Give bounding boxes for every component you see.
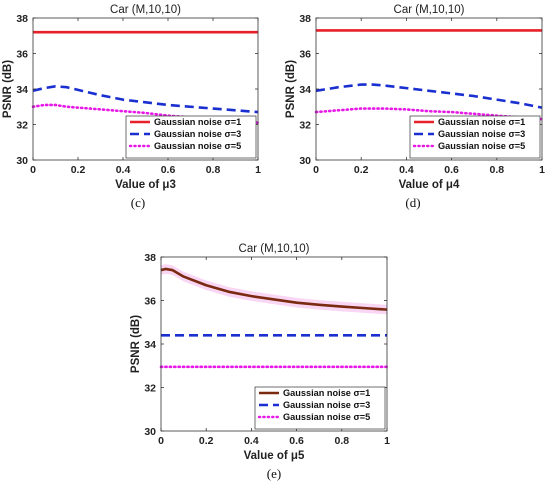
- x-tick-label: 0.2: [354, 164, 369, 176]
- panel-caption-e: (e): [266, 466, 282, 481]
- series-band: [161, 264, 387, 315]
- x-tick-label: 0.6: [444, 164, 459, 176]
- x-axis-label: Value of μ3: [115, 179, 176, 191]
- legend: Gaussian noise σ=1 Gaussian noise σ=3 Gaus…: [125, 115, 257, 159]
- series-line-2: [315, 83, 543, 109]
- y-tick-label: 36: [16, 49, 28, 61]
- y-tick-label: 38: [16, 13, 28, 25]
- y-tick-label: 30: [299, 155, 311, 167]
- legend-label: Gaussian noise σ=1: [438, 117, 525, 127]
- x-axis-label: Value of μ5: [244, 450, 305, 462]
- x-tick-label: 0.8: [489, 164, 504, 176]
- x-tick-label: 0.8: [206, 164, 221, 176]
- x-tick-label: 0.2: [71, 164, 86, 176]
- x-tick-label: 0.4: [244, 435, 259, 447]
- x-axis-label: Value of μ4: [399, 179, 460, 191]
- series-line-2: [32, 85, 259, 114]
- y-axis-label: PSNR (dB): [130, 315, 142, 373]
- y-tick-label: 34: [299, 84, 311, 96]
- legend-label: Gaussian noise σ=3: [154, 129, 241, 139]
- chart-panel-c: 0 0.2 0.4 0.6 0.8 1 30 32 34 36 38 Car (M,10,10) Val…: [2, 4, 261, 191]
- y-tick-label: 34: [144, 339, 156, 351]
- x-tick-label: 0: [313, 164, 319, 176]
- y-tick-label: 36: [144, 296, 156, 308]
- chart-panel-d: 0 0.2 0.4 0.6 0.8 1 30 32 34 36 38 Car (M,10,10) Val…: [285, 4, 545, 191]
- y-tick-label: 38: [299, 13, 311, 25]
- x-tick-label: 0.2: [199, 435, 214, 447]
- y-tick-label: 30: [16, 155, 28, 167]
- x-tick-label: 0.6: [289, 435, 304, 447]
- chart-title: Car (M,10,10): [394, 4, 465, 16]
- legend-label: Gaussian noise σ=1: [283, 388, 370, 398]
- x-tick-label: 0.6: [161, 164, 176, 176]
- legend-label: Gaussian noise σ=3: [283, 400, 370, 410]
- y-tick-label: 32: [144, 383, 156, 395]
- x-tick-label: 0.4: [116, 164, 131, 176]
- legend-label: Gaussian noise σ=3: [438, 129, 525, 139]
- legend-label: Gaussian noise σ=5: [438, 141, 525, 151]
- x-tick-label: 1: [539, 164, 545, 176]
- x-tick-label: 0.4: [399, 164, 414, 176]
- panel-caption-d: (d): [405, 195, 421, 210]
- legend-label: Gaussian noise σ=5: [283, 412, 370, 422]
- legend: Gaussian noise σ=1 Gaussian noise σ=3 Gaus…: [409, 115, 541, 159]
- y-tick-label: 36: [299, 49, 311, 61]
- y-tick-label: 38: [144, 252, 156, 264]
- panel-caption-c: (c): [130, 195, 146, 210]
- x-tick-label: 1: [384, 435, 390, 447]
- legend: Gaussian noise σ=1 Gaussian noise σ=3 Gaus…: [254, 386, 386, 430]
- y-tick-label: 34: [16, 84, 28, 96]
- x-tick-label: 0.8: [334, 435, 349, 447]
- y-tick-label: 32: [16, 120, 28, 132]
- y-tick-label: 30: [144, 426, 156, 438]
- chart-title: Car (M,10,10): [110, 4, 181, 16]
- legend-label: Gaussian noise σ=5: [154, 141, 241, 151]
- y-axis-label: PSNR (dB): [285, 60, 297, 118]
- y-axis-label: PSNR (dB): [2, 60, 14, 118]
- legend-label: Gaussian noise σ=1: [154, 117, 241, 127]
- chart-panel-e: 0 0.2 0.4 0.6 0.8 1 30 32 34 36 38 Car (M,10,10) Val…: [130, 243, 390, 462]
- series-line-1: [160, 267, 388, 311]
- y-tick-label: 32: [299, 120, 311, 132]
- x-tick-label: 0: [158, 435, 164, 447]
- x-tick-label: 1: [255, 164, 261, 176]
- x-tick-label: 0: [30, 164, 36, 176]
- chart-title: Car (M,10,10): [239, 243, 310, 255]
